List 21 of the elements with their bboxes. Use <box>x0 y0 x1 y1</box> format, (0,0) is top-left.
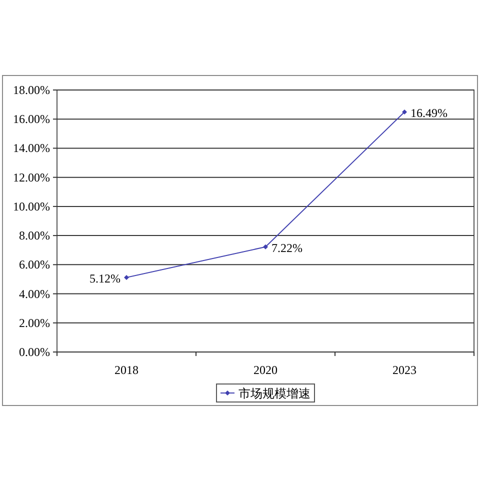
y-tick-label: 8.00% <box>19 228 50 243</box>
legend-label: 市场规模增速 <box>238 386 310 400</box>
y-tick-label: 6.00% <box>19 258 50 272</box>
y-tick-label: 10.00% <box>13 199 50 214</box>
y-tick-label: 18.00% <box>13 83 50 97</box>
y-tick-label: 4.00% <box>19 286 50 301</box>
legend: 市场规模增速 <box>216 384 315 402</box>
y-tick-label: 16.00% <box>13 112 50 126</box>
y-tick-label: 0.00% <box>19 345 50 359</box>
y-tick-label: 2.00% <box>19 316 50 330</box>
x-tick-label: 2023 <box>392 363 416 377</box>
data-label: 16.49% <box>410 106 448 120</box>
x-tick-label: 2020 <box>254 363 278 377</box>
point <box>402 109 407 114</box>
data-label: 5.12% <box>90 271 120 286</box>
x-tick-label: 2018 <box>114 363 138 377</box>
point <box>124 274 129 280</box>
y-tick-label: 14.00% <box>13 141 50 156</box>
y-tick-label: 12.00% <box>13 170 50 184</box>
point <box>263 244 268 250</box>
data-label: 7.22% <box>272 240 302 255</box>
